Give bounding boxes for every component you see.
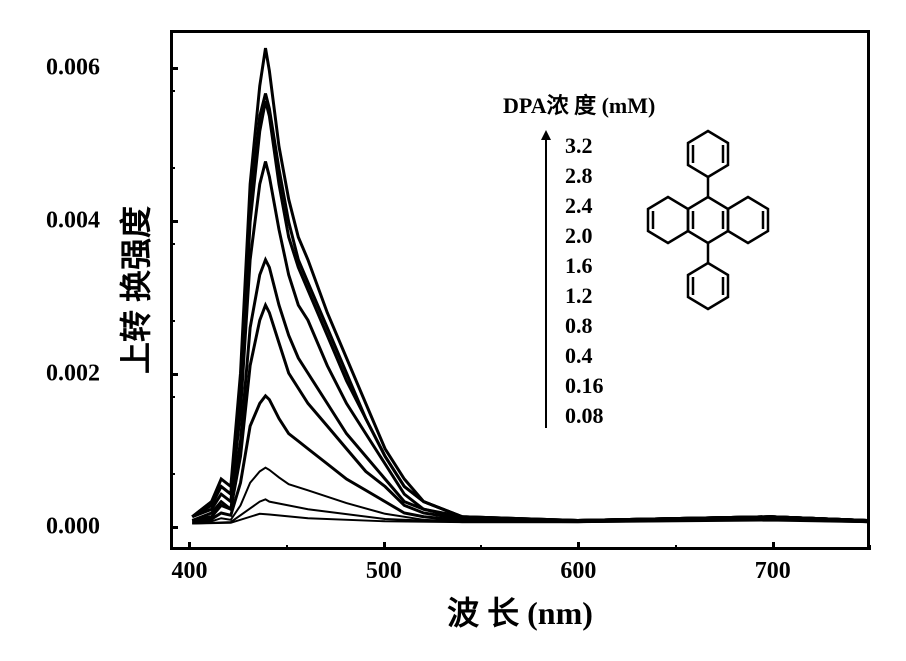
legend-item: 2.8	[565, 163, 593, 189]
legend-item: 1.6	[565, 253, 593, 279]
y-tick-mark	[170, 220, 178, 223]
x-tick-label: 400	[171, 558, 207, 585]
legend-item: 0.08	[565, 403, 604, 429]
y-tick-label: 0.000	[46, 514, 100, 541]
x-minor-tick	[480, 545, 482, 550]
legend-item: 3.2	[565, 133, 593, 159]
x-tick-label: 600	[560, 558, 596, 585]
y-minor-tick	[170, 167, 175, 169]
chart-container: 上转 换强度 波 长 (nm) DPA浓 度 (mM) 3.2 2.8 2.4 2.0…	[50, 10, 890, 650]
y-tick-mark	[170, 373, 178, 376]
curve-0.4	[192, 468, 867, 523]
x-minor-tick	[188, 545, 190, 550]
x-minor-tick	[383, 545, 385, 550]
y-minor-tick	[170, 396, 175, 398]
legend-item: 0.8	[565, 313, 593, 339]
molecule-structure-icon	[633, 123, 783, 343]
y-minor-tick	[170, 90, 175, 92]
y-tick-label: 0.006	[46, 55, 100, 82]
legend-item: 0.16	[565, 373, 604, 399]
legend-arrow-icon	[545, 138, 547, 428]
y-minor-tick	[170, 243, 175, 245]
plot-area: DPA浓 度 (mM) 3.2 2.8 2.4 2.0 1.6 1.2 0.8 0.4 0.16…	[170, 30, 870, 550]
x-tick-label: 700	[755, 558, 791, 585]
x-minor-tick	[675, 545, 677, 550]
legend-item: 2.4	[565, 193, 593, 219]
x-minor-tick	[286, 545, 288, 550]
legend-item: 1.2	[565, 283, 593, 309]
x-minor-tick	[772, 545, 774, 550]
x-minor-tick	[869, 545, 871, 550]
y-tick-label: 0.002	[46, 361, 100, 388]
y-minor-tick	[170, 320, 175, 322]
legend-title: DPA浓 度 (mM)	[503, 88, 655, 120]
curve-0.8	[192, 396, 867, 522]
y-tick-label: 0.004	[46, 208, 100, 235]
legend-item: 2.0	[565, 223, 593, 249]
y-axis-label: 上转 换强度	[111, 206, 157, 374]
y-tick-mark	[170, 67, 178, 70]
y-tick-mark	[170, 526, 178, 529]
x-tick-label: 500	[366, 558, 402, 585]
x-minor-tick	[577, 545, 579, 550]
legend-item: 0.4	[565, 343, 593, 369]
x-axis-label: 波 长 (nm)	[447, 588, 593, 634]
y-minor-tick	[170, 473, 175, 475]
